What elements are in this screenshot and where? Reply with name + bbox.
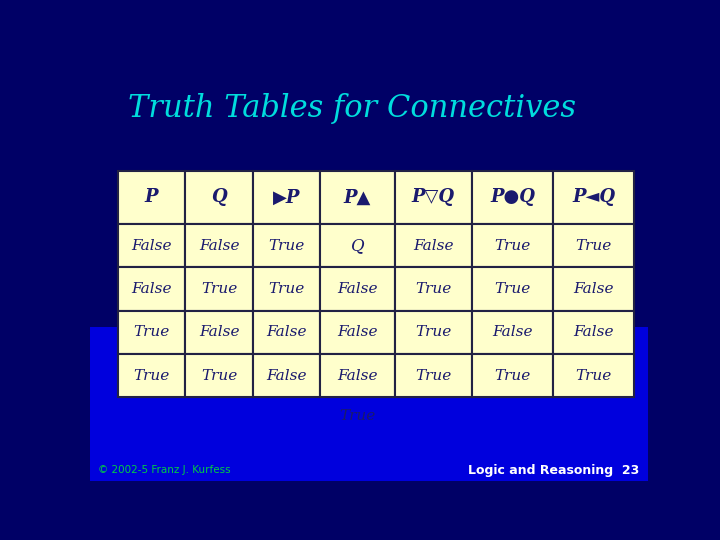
Bar	[395, 267, 472, 310]
Text: False: False	[573, 282, 614, 296]
Text: True: True	[201, 369, 237, 383]
Text: P▽Q: P▽Q	[412, 188, 455, 206]
Text: True: True	[133, 369, 170, 383]
Text: False: False	[413, 239, 454, 253]
Bar	[395, 310, 472, 354]
Bar	[253, 224, 320, 267]
Text: False: False	[337, 369, 378, 383]
Text: True: True	[339, 409, 376, 423]
Text: True: True	[495, 369, 531, 383]
Text: Truth Tables for Connectives: Truth Tables for Connectives	[128, 93, 576, 124]
Bar	[472, 171, 553, 224]
Text: True: True	[415, 282, 451, 296]
Text: True: True	[269, 282, 305, 296]
Text: False: False	[266, 325, 307, 339]
Text: False: False	[131, 239, 172, 253]
Text: P: P	[145, 188, 158, 206]
Bar	[90, 65, 648, 327]
Text: False: False	[492, 325, 533, 339]
Text: False: False	[199, 239, 239, 253]
Bar	[185, 354, 253, 397]
Bar	[553, 224, 634, 267]
Bar	[118, 171, 185, 224]
Bar	[553, 267, 634, 310]
Text: False: False	[337, 325, 378, 339]
Bar	[118, 310, 185, 354]
Bar	[253, 354, 320, 397]
Text: False: False	[199, 325, 239, 339]
Text: True: True	[415, 325, 451, 339]
Bar	[395, 171, 472, 224]
Text: True: True	[575, 239, 612, 253]
Bar	[320, 267, 395, 310]
Text: True: True	[133, 325, 170, 339]
Bar	[320, 171, 395, 224]
Text: P▲: P▲	[343, 188, 371, 206]
Bar	[553, 310, 634, 354]
Bar	[253, 310, 320, 354]
Text: Logic and Reasoning  23: Logic and Reasoning 23	[469, 464, 639, 477]
Bar	[472, 224, 553, 267]
Text: True: True	[495, 282, 531, 296]
Bar	[185, 310, 253, 354]
Text: True: True	[201, 282, 237, 296]
Bar	[320, 310, 395, 354]
Bar	[472, 267, 553, 310]
Bar	[553, 354, 634, 397]
Text: © 2002-5 Franz J. Kurfess: © 2002-5 Franz J. Kurfess	[99, 465, 231, 475]
Bar	[185, 171, 253, 224]
Bar	[118, 354, 185, 397]
Bar	[118, 267, 185, 310]
Text: True: True	[575, 369, 612, 383]
Text: True: True	[495, 239, 531, 253]
Bar	[320, 224, 395, 267]
Bar	[90, 327, 648, 481]
Bar	[253, 267, 320, 310]
Text: False: False	[337, 282, 378, 296]
Text: True: True	[415, 369, 451, 383]
Bar	[472, 354, 553, 397]
Text: P◄Q: P◄Q	[572, 188, 615, 206]
Bar	[320, 354, 395, 397]
Text: ▶P: ▶P	[273, 188, 300, 206]
Text: False: False	[131, 282, 172, 296]
Text: P●Q: P●Q	[490, 188, 535, 206]
Bar	[553, 171, 634, 224]
Bar	[253, 171, 320, 224]
Bar	[185, 224, 253, 267]
Bar	[118, 224, 185, 267]
Text: False: False	[266, 369, 307, 383]
Text: False: False	[573, 325, 614, 339]
Text: True: True	[269, 239, 305, 253]
Bar	[185, 267, 253, 310]
Bar	[395, 224, 472, 267]
Text: Q: Q	[351, 237, 364, 254]
Bar	[395, 354, 472, 397]
Bar	[472, 310, 553, 354]
Text: Q: Q	[211, 188, 227, 206]
